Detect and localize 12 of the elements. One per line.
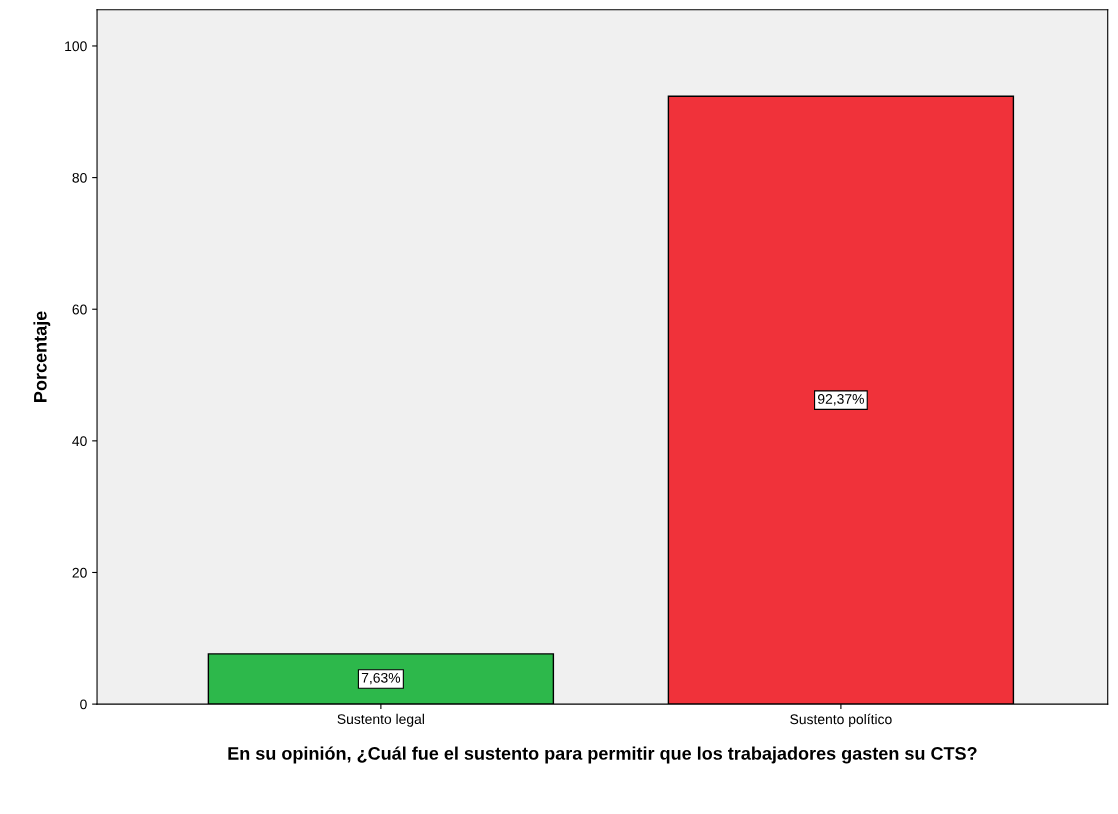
y-tick-label: 80 bbox=[72, 172, 87, 183]
y-tick-label: 100 bbox=[65, 41, 87, 52]
y-tick-label: 0 bbox=[80, 699, 87, 710]
x-tick-label: Sustento legal bbox=[337, 713, 424, 727]
y-tick-label: 20 bbox=[72, 567, 87, 578]
data-label: 92,37% bbox=[818, 394, 864, 406]
y-axis-title: Porcentaje bbox=[33, 311, 51, 402]
y-tick-label: 40 bbox=[72, 436, 87, 447]
x-axis-title: En su opinión, ¿Cuál fue el sustento para permitir que los trabajadores gasten su CTS? bbox=[228, 746, 977, 764]
data-label: 7,63% bbox=[361, 672, 401, 685]
y-tick-label: 60 bbox=[72, 304, 87, 315]
x-tick-label: Sustento político bbox=[790, 713, 892, 727]
